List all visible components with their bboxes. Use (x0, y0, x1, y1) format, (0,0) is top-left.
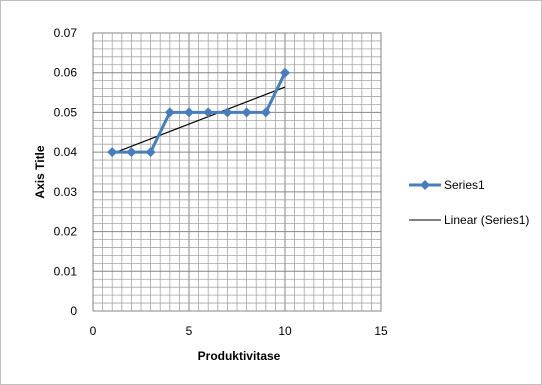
plot-area-border (92, 32, 382, 312)
series1-point (107, 147, 118, 158)
legend-item-series1: Series1 (409, 178, 485, 192)
series1-point (241, 107, 252, 118)
series1-point (184, 107, 194, 118)
y-tick-label: 0.01 (54, 264, 78, 278)
legend-linear-label: Linear (Series1) (444, 213, 529, 227)
trendline-layer (111, 86, 286, 155)
series-layer (107, 67, 290, 158)
y-tick-label: 0.02 (54, 225, 78, 239)
y-tick-label: 0.07 (54, 26, 78, 40)
y-tick-label: 0.04 (54, 145, 78, 159)
tick-labels: 0 5 10 15 0 0.01 0.02 0.03 0.04 0.05 0.06 0.07 (54, 26, 388, 338)
series1-point (222, 107, 233, 118)
legend: Series1 Linear (Series1) (409, 178, 529, 227)
legend-series1-marker (420, 180, 430, 190)
trendline (111, 86, 286, 155)
series1-line (112, 72, 287, 154)
gridlines (92, 32, 382, 312)
x-tick-label: 0 (90, 324, 97, 338)
y-tick-label: 0.03 (54, 185, 78, 199)
y-tick-label: 0 (70, 304, 77, 318)
x-axis-title: Produktivitase (198, 349, 281, 363)
series1-point (260, 107, 271, 118)
x-tick-label: 5 (186, 324, 193, 338)
legend-item-linear: Linear (Series1) (409, 213, 529, 227)
series1-point (280, 67, 290, 78)
series1-point (145, 147, 156, 158)
axes (92, 32, 382, 312)
series1-point (164, 107, 175, 118)
y-tick-label: 0.06 (54, 66, 78, 80)
x-tick-label: 10 (278, 324, 292, 338)
y-tick-label: 0.05 (54, 105, 78, 119)
x-tick-label: 15 (374, 324, 388, 338)
y-axis-title: Axis Title (33, 145, 47, 198)
legend-series1-label: Series1 (444, 178, 485, 192)
series1-point (126, 147, 137, 158)
series1-point (203, 107, 214, 118)
